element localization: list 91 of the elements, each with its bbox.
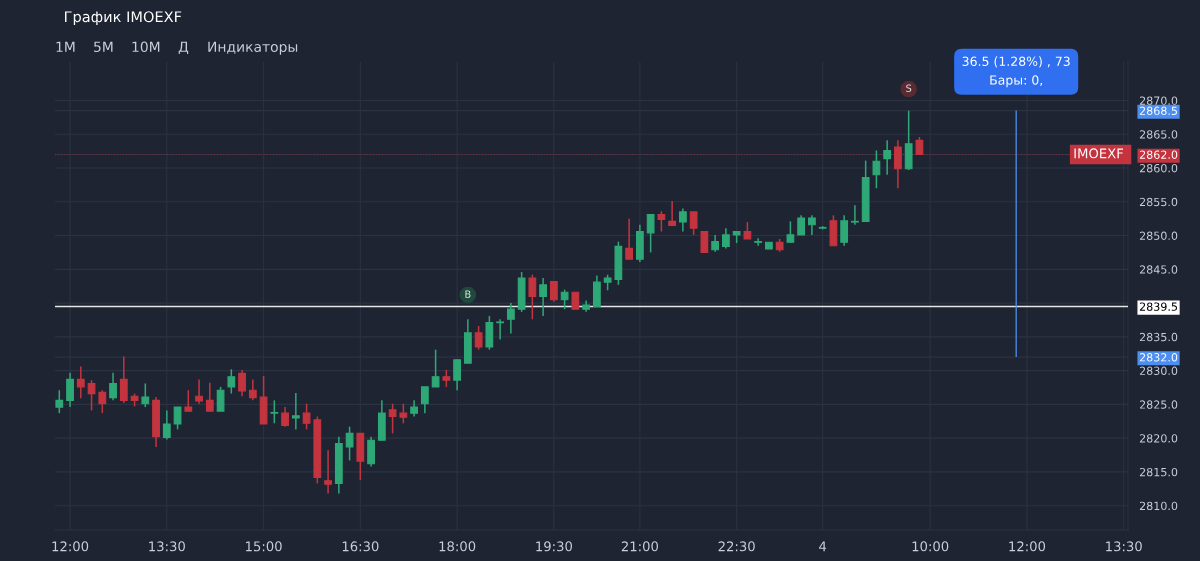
candlestick — [506, 302, 515, 335]
candlestick — [883, 139, 892, 176]
candlestick — [496, 318, 505, 341]
candlestick — [291, 392, 300, 431]
candlestick — [302, 402, 311, 431]
y-tick-label: 2855.0 — [1139, 197, 1178, 207]
text: 5M — [94, 41, 113, 53]
x-tick-label: 19:30 — [536, 541, 573, 552]
x-tick-label: 10:00 — [912, 541, 949, 552]
x-tick-label: 21:00 — [621, 541, 659, 552]
candlestick — [420, 386, 429, 414]
ref-line-label: IMOEXF — [1074, 148, 1124, 159]
candlestick — [872, 149, 881, 190]
candlestick — [281, 406, 289, 428]
x-tick-label: 18:00 — [439, 541, 476, 552]
candlestick — [689, 211, 698, 236]
y-tick-label: 2865.0 — [1139, 130, 1178, 139]
candlestick — [646, 213, 655, 254]
candlestick — [668, 200, 677, 227]
candlestick — [87, 379, 96, 412]
candlestick — [808, 214, 816, 236]
candlestick — [560, 288, 569, 310]
candlestick — [141, 382, 150, 408]
x-tick-label: 16:30 — [342, 541, 379, 552]
x-tick-label: 12:00 — [1009, 541, 1046, 552]
candlestick — [625, 217, 634, 260]
candlestick — [549, 280, 558, 303]
candlestick — [216, 386, 225, 412]
candlestick — [109, 371, 117, 402]
candlestick — [324, 449, 332, 495]
text: 10M — [132, 41, 160, 53]
candlestick — [173, 406, 182, 431]
candlestick — [894, 139, 902, 190]
candlestick — [55, 389, 64, 414]
candlestick — [248, 378, 257, 402]
candlestick — [754, 237, 763, 247]
candlestick — [227, 368, 236, 395]
y-tick-label: 2830.0 — [1139, 366, 1178, 375]
x-tick-label: 13:30 — [149, 541, 185, 552]
y-tick-label: 2850.0 — [1139, 231, 1178, 240]
candlestick — [399, 402, 408, 425]
candlestick — [474, 325, 483, 351]
y-tick-label: 2845.0 — [1139, 265, 1178, 274]
data-label: S — [906, 84, 912, 92]
candlestick — [76, 365, 85, 400]
candlestick — [205, 382, 214, 412]
candlestick — [195, 378, 203, 405]
y-tick-label: 2860.0 — [1139, 164, 1178, 173]
y-tick-label: 2870.0 — [1139, 96, 1178, 105]
candlestick — [722, 227, 730, 250]
candlestick — [700, 230, 709, 253]
data-label: 36.5 (1.28%) , 73 Бары: 0, — [962, 56, 1070, 88]
candlestick — [786, 220, 795, 244]
candlestick — [98, 389, 107, 414]
candlestick — [657, 210, 666, 233]
y-tick-label: 2810.0 — [1139, 501, 1178, 511]
y-tick-label: 2815.0 — [1139, 467, 1178, 477]
candlestick — [367, 436, 375, 468]
candlestick — [678, 207, 687, 233]
text: Индикаторы — [208, 41, 298, 55]
candlestick — [840, 214, 849, 247]
candlestick — [528, 273, 537, 321]
x-tick-label: 12:00 — [52, 541, 89, 552]
candlestick — [453, 359, 461, 391]
candlestick — [388, 402, 397, 435]
y-tick-label: 2862.0 — [1139, 150, 1178, 159]
text: 1M — [56, 41, 75, 52]
chart-title: График IMOEXF — [65, 11, 182, 26]
candlestick — [345, 425, 354, 462]
x-tick-label: 4 — [819, 541, 827, 552]
candlestick — [270, 399, 279, 425]
y-tick-label: 2835.0 — [1139, 332, 1178, 342]
candlestick — [431, 348, 440, 388]
candlestick — [119, 355, 128, 404]
y-tick-label: 2868.5 — [1139, 106, 1178, 115]
candlestick — [539, 277, 548, 317]
candlestick — [797, 214, 806, 236]
text: Д — [178, 41, 189, 55]
candlestick — [184, 389, 193, 412]
y-tick-label: 2820.0 — [1139, 434, 1178, 443]
candlestick — [66, 371, 74, 408]
x-tick-label: 15:00 — [246, 541, 282, 552]
candlestick — [851, 204, 859, 226]
data-label: B — [465, 290, 471, 298]
x-tick-label: 22:30 — [718, 541, 755, 552]
candlestick — [162, 409, 171, 441]
candlestick — [238, 369, 246, 398]
y-tick-label: 2839.5 — [1139, 302, 1178, 311]
y-tick-label: 2832.0 — [1139, 353, 1178, 362]
x-tick-label: 13:30 — [1106, 541, 1142, 552]
y-tick-label: 2825.0 — [1139, 400, 1178, 409]
